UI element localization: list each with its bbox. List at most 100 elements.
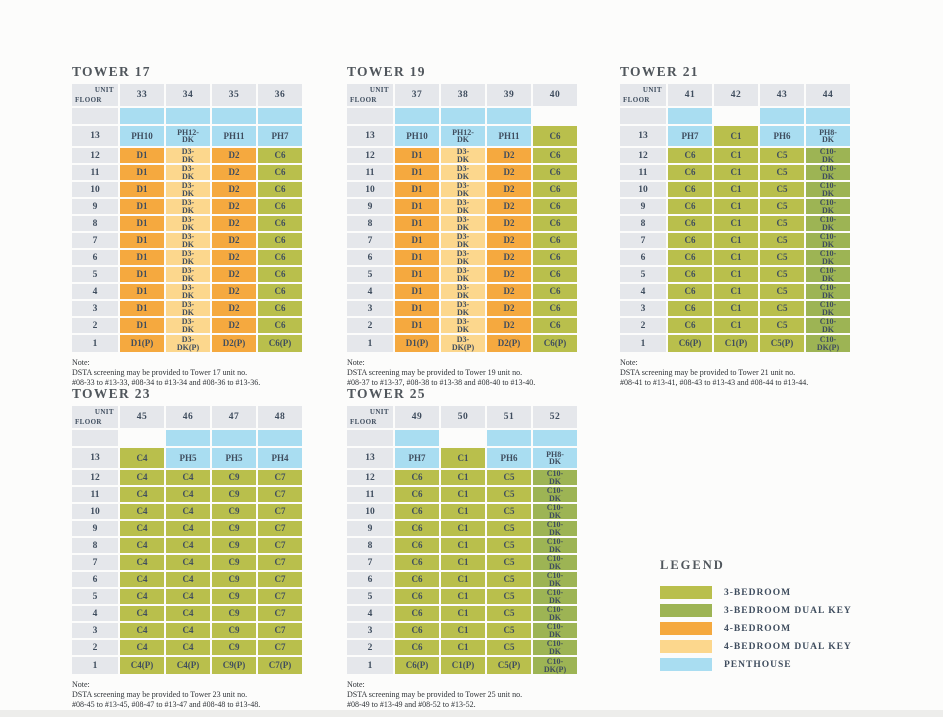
spacer-penthouse-cell (806, 108, 850, 124)
floor-label: 1 (347, 657, 393, 674)
floor-label: 7 (72, 555, 118, 570)
unit-cell: C7 (258, 470, 302, 485)
tower-title: TOWER 19 (347, 64, 426, 79)
tower-note: Note: DSTA screening may be provided to T… (620, 358, 888, 389)
unit-cell: C6 (533, 148, 577, 163)
floor-label: 2 (72, 640, 118, 655)
unit-cell: C4 (166, 572, 210, 587)
3br_dk-swatch (660, 604, 712, 617)
page-edge-shadow (0, 710, 943, 717)
floor-label: 1 (620, 335, 666, 352)
legend-item: 3-BEDROOM (660, 586, 900, 599)
spacer-floor-cell (347, 108, 393, 124)
unit-cell: C10- DK (806, 233, 850, 248)
unit-cell: D2 (487, 165, 531, 180)
floor-label: 10 (72, 182, 118, 197)
unit-cell: C1 (441, 606, 485, 621)
unit-cell: C9(P) (212, 657, 256, 674)
spacer-floor-cell (72, 108, 118, 124)
floor-label: 1 (72, 657, 118, 674)
unit-cell: C4 (166, 487, 210, 502)
spacer-empty-cell (533, 108, 577, 124)
unit-cell: PH11 (487, 126, 531, 146)
unit-cell: D2 (212, 250, 256, 265)
unit-cell: D2 (487, 284, 531, 299)
corner-unit-label: UNIT (94, 408, 114, 416)
floor-label: 8 (347, 216, 393, 231)
unit-cell: D3- DK (166, 318, 210, 333)
unit-cell: C5 (760, 301, 804, 316)
unit-cell: C4 (120, 504, 164, 519)
unit-cell: C1 (441, 470, 485, 485)
unit-cell: D1 (120, 148, 164, 163)
unit-cell: D1(P) (120, 335, 164, 352)
unit-cell: C4 (120, 487, 164, 502)
floor-label: 7 (72, 233, 118, 248)
tower-note-line: Note: (347, 358, 365, 367)
unit-cell: C4 (120, 623, 164, 638)
unit-cell: PH8- DK (533, 448, 577, 468)
floor-label: 6 (347, 572, 393, 587)
unit-cell: C6 (395, 487, 439, 502)
unit-cell: C5(P) (487, 657, 531, 674)
unit-cell: C4 (166, 521, 210, 536)
floor-label: 13 (347, 448, 393, 468)
unit-cell: PH10 (395, 126, 439, 146)
unit-cell: C10- DK (533, 521, 577, 536)
spacer-floor-cell (72, 430, 118, 446)
spacer-penthouse-cell (212, 108, 256, 124)
legend-label: 4-BEDROOM (724, 623, 792, 634)
unit-cell: PH12- DK (441, 126, 485, 146)
unit-cell: D2 (212, 199, 256, 214)
tower-23-section: TOWER 23 UNIT FLOOR 45 46 47 48 13 C4 PH5 PH5 PH4 12… (72, 386, 308, 711)
unit-cell: C6 (395, 623, 439, 638)
floor-label: 8 (620, 216, 666, 231)
unit-cell: C1 (441, 589, 485, 604)
unit-cell: D1 (395, 250, 439, 265)
unit-cell: C6 (258, 267, 302, 282)
unit-cell: C1(P) (441, 657, 485, 674)
unit-cell: D3- DK (441, 199, 485, 214)
tower-note: Note: DSTA screening may be provided to T… (72, 680, 340, 711)
unit-cell: C6 (533, 182, 577, 197)
corner-floor-label: FLOOR (350, 418, 377, 426)
unit-column-header: 50 (441, 406, 485, 428)
unit-cell: D3- DK (166, 199, 210, 214)
unit-cell: C7 (258, 487, 302, 502)
unit-cell: D1 (395, 233, 439, 248)
unit-cell: D1 (120, 301, 164, 316)
spacer-floor-cell (347, 430, 393, 446)
unit-cell: C5 (487, 640, 531, 655)
unit-cell: C9 (212, 623, 256, 638)
unit-cell: C10- DK (806, 182, 850, 197)
floor-label: 11 (620, 165, 666, 180)
tower-title: TOWER 25 (347, 386, 426, 401)
4br-swatch (660, 622, 712, 635)
unit-cell: D1 (120, 165, 164, 180)
unit-cell: C7 (258, 572, 302, 587)
unit-cell: C4 (120, 572, 164, 587)
unit-cell: C6 (258, 233, 302, 248)
unit-cell: C4 (120, 555, 164, 570)
tower-note-line: #08-45 to #13-45, #08-47 to #13-47 and #… (72, 700, 261, 710)
unit-cell: D2 (487, 250, 531, 265)
4br_dk-swatch (660, 640, 712, 653)
unit-cell: C4 (166, 555, 210, 570)
tower-note-line: Note: (620, 358, 638, 367)
unit-cell: C10- DK (806, 199, 850, 214)
unit-cell: C6 (668, 301, 712, 316)
legend-items: 3-BEDROOM 3-BEDROOM DUAL KEY 4-BEDROOM 4-BE… (660, 586, 900, 671)
unit-cell: C6 (258, 250, 302, 265)
unit-cell: D2 (212, 233, 256, 248)
unit-column-header: 44 (806, 84, 850, 106)
unit-cell: C10- DK (806, 284, 850, 299)
unit-column-header: 51 (487, 406, 531, 428)
unit-cell: PH10 (120, 126, 164, 146)
spacer-penthouse-cell (760, 108, 804, 124)
floor-label: 13 (620, 126, 666, 146)
unit-cell: C4 (166, 538, 210, 553)
unit-cell: D3- DK (166, 165, 210, 180)
spacer-penthouse-cell (166, 430, 210, 446)
spacer-empty-cell (441, 430, 485, 446)
